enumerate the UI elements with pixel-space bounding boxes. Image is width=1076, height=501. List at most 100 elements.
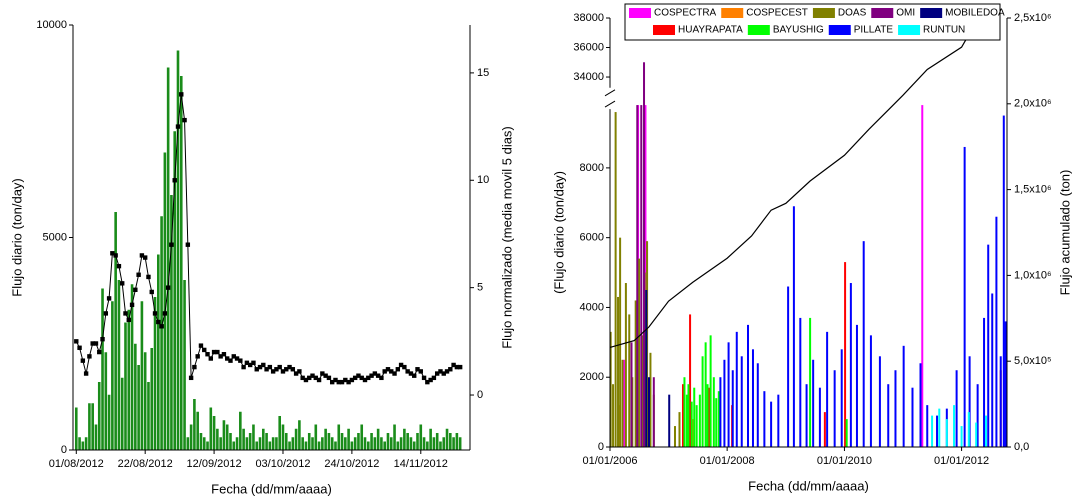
bar — [147, 382, 150, 450]
marker — [369, 373, 374, 378]
x-tick-label: 01/08/2012 — [49, 458, 104, 470]
marker — [385, 367, 391, 372]
bar — [887, 384, 890, 447]
marker — [247, 362, 253, 368]
legend-swatch — [812, 8, 835, 18]
marker — [123, 311, 128, 316]
marker — [74, 339, 79, 344]
bar — [921, 105, 924, 447]
marker — [113, 253, 118, 258]
marker — [339, 379, 345, 385]
bar — [134, 343, 137, 450]
y-axis-title: (Flujo diario (ton/day) — [551, 171, 566, 294]
marker — [159, 324, 164, 329]
y-tick-label: 5000 — [43, 231, 67, 243]
bar — [311, 437, 314, 450]
marker — [428, 377, 433, 383]
bar — [878, 356, 881, 447]
bar — [818, 387, 821, 447]
bar — [715, 398, 718, 447]
bar — [88, 403, 91, 450]
marker — [218, 354, 223, 359]
bar — [278, 416, 282, 450]
y2-tick-label: 2,0x10⁶ — [1014, 98, 1052, 110]
legend-swatch — [653, 25, 675, 35]
bar — [723, 359, 726, 447]
bar — [751, 349, 754, 447]
bar — [189, 424, 193, 450]
bar — [612, 384, 615, 447]
bar — [334, 441, 337, 450]
bar — [357, 433, 360, 450]
bar — [193, 399, 196, 450]
marker — [162, 311, 168, 316]
bar — [695, 405, 698, 447]
y-tick-label: 0 — [598, 441, 604, 453]
x-tick-label: 14/11/2012 — [394, 458, 448, 470]
bar — [435, 433, 439, 450]
legend-swatch — [828, 25, 851, 35]
bar — [770, 401, 773, 447]
marker — [221, 352, 227, 357]
y2-tick-label: 2,5x10⁶ — [1014, 12, 1052, 24]
bar — [902, 345, 905, 447]
bar — [337, 424, 341, 450]
bar — [157, 254, 160, 450]
marker — [425, 379, 430, 385]
marker — [300, 375, 305, 381]
bar — [321, 437, 324, 450]
bar — [301, 437, 304, 450]
marker — [274, 367, 279, 372]
bar — [170, 195, 173, 450]
bar — [975, 422, 978, 447]
bar — [805, 384, 808, 447]
bar — [712, 377, 715, 447]
bar — [645, 289, 648, 447]
bar — [370, 433, 373, 450]
bar — [991, 293, 994, 447]
marker — [408, 371, 414, 376]
axis-break — [604, 100, 616, 108]
marker — [152, 311, 158, 316]
marker — [303, 377, 309, 383]
bar — [84, 437, 88, 450]
marker — [457, 364, 463, 370]
legend-label: PILLATE — [854, 25, 894, 36]
bar — [442, 437, 446, 450]
bar — [153, 297, 157, 450]
marker — [444, 369, 450, 374]
bar — [219, 437, 222, 450]
bar — [81, 441, 85, 450]
bar — [845, 419, 848, 447]
legend-swatch — [721, 8, 744, 18]
bar — [735, 331, 738, 447]
legend-label: OMI — [896, 8, 915, 19]
bar — [130, 284, 134, 450]
bar — [926, 405, 929, 447]
bar — [826, 331, 829, 447]
bar — [708, 387, 711, 447]
marker — [343, 377, 348, 383]
marker — [287, 364, 292, 370]
bar — [173, 131, 177, 450]
bar — [94, 424, 98, 450]
bar — [968, 356, 971, 447]
legend-swatch — [898, 25, 921, 35]
legend-label: HUAYRAPATA — [678, 25, 743, 36]
marker — [366, 375, 371, 381]
bar — [406, 433, 409, 450]
bar — [960, 426, 963, 447]
bar — [360, 424, 364, 450]
bar — [621, 359, 624, 447]
marker — [320, 371, 325, 376]
legend-swatch — [747, 25, 770, 35]
marker — [297, 369, 302, 374]
bar — [955, 370, 958, 447]
bar — [252, 424, 255, 450]
marker — [448, 367, 453, 372]
y-tick-label: 36000 — [573, 41, 604, 53]
marker — [120, 281, 125, 286]
bar — [844, 262, 847, 447]
bar — [275, 437, 278, 450]
marker — [415, 367, 420, 372]
